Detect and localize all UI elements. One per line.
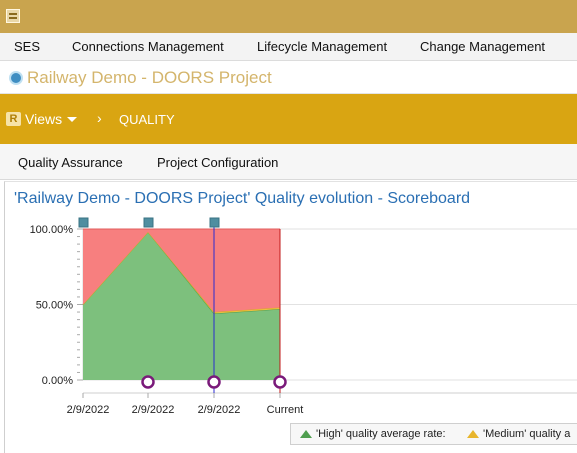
- views-menu-button[interactable]: Views: [25, 111, 63, 127]
- project-title[interactable]: Railway Demo - DOORS Project: [27, 68, 272, 87]
- y-tick-label-0: 0.00%: [42, 375, 73, 387]
- tab-quality-assurance[interactable]: Quality Assurance: [18, 155, 123, 170]
- menu-item-lifecycle-management[interactable]: Lifecycle Management: [257, 39, 388, 54]
- x-tick-label-2: 2/9/2022: [198, 404, 241, 416]
- chart-panel: 'Railway Demo - DOORS Project' Quality e…: [4, 181, 577, 453]
- legend-entry-medium: 'Medium' quality a: [467, 428, 570, 440]
- chevron-down-icon[interactable]: [67, 117, 77, 122]
- baseline-square-marker-2: [209, 217, 220, 228]
- y-tick-label-100: 100.00%: [30, 224, 74, 236]
- breadcrumb-quality[interactable]: QUALITY: [119, 112, 175, 127]
- quality-evolution-chart: 0.00% 50.00% 100.00% 2/9/2022 2/9/2022 2/9/20…: [30, 217, 577, 416]
- project-icon: [9, 71, 23, 85]
- app-menu-icon[interactable]: [6, 9, 20, 23]
- baseline-square-marker-0: [78, 217, 89, 228]
- x-tick-label-3: Current: [267, 404, 304, 416]
- views-toolbar: R Views › QUALITY: [0, 94, 577, 144]
- menu-item-ses[interactable]: SES: [14, 39, 41, 54]
- x-tick-label-0: 2/9/2022: [67, 404, 110, 416]
- menu-item-change-management[interactable]: Change Management: [420, 39, 546, 54]
- breadcrumb-separator-icon: ›: [97, 110, 102, 126]
- baseline-square-marker-1: [143, 217, 154, 228]
- series-area-0: [83, 232, 280, 380]
- title-bar: [0, 0, 577, 33]
- menu-item-connections-management[interactable]: Connections Management: [72, 39, 224, 54]
- baseline-circle-marker-2: [273, 375, 287, 389]
- baseline-circle-marker-1: [207, 375, 221, 389]
- app-logo-icon: R: [6, 112, 21, 126]
- x-tick-label-1: 2/9/2022: [132, 404, 175, 416]
- legend-entry-high: 'High' quality average rate:: [300, 428, 446, 440]
- tabs-bar: Quality Assurance Project Configuration: [0, 144, 577, 180]
- chart-title: 'Railway Demo - DOORS Project' Quality e…: [14, 190, 471, 207]
- chart-legend: 'High' quality average rate: 'Medium' qu…: [290, 423, 577, 445]
- project-header: Railway Demo - DOORS Project: [0, 62, 577, 94]
- series-area-2: [83, 229, 280, 313]
- legend-medium-label: 'Medium' quality a: [483, 428, 571, 440]
- menu-bar: SES Connections Management Lifecycle Man…: [0, 33, 577, 61]
- tab-project-configuration[interactable]: Project Configuration: [157, 155, 279, 170]
- baseline-circle-marker-0: [141, 375, 155, 389]
- legend-high-label: 'High' quality average rate:: [316, 428, 446, 440]
- legend-medium-marker: [467, 430, 479, 438]
- y-tick-label-50: 50.00%: [36, 300, 74, 312]
- legend-high-marker: [300, 430, 312, 438]
